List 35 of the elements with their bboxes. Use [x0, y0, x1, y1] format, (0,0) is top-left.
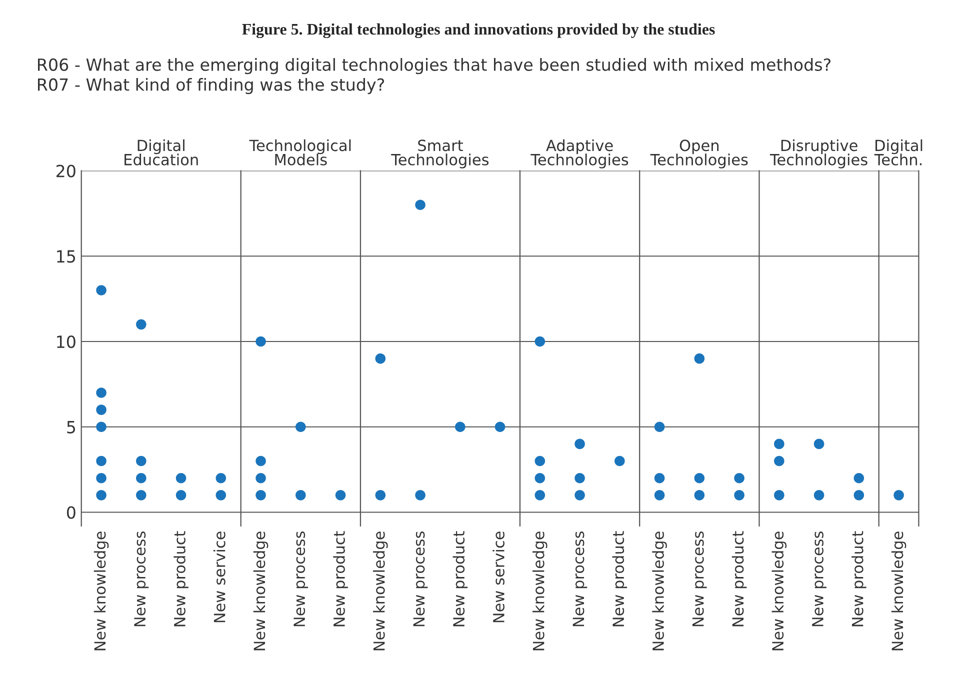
chart-title: Disruptive Technologies — [770, 139, 868, 168]
caption: Figure 5. Digital technologies and innovations provided by the studies — [242, 23, 715, 38]
x-tick-label: New product — [174, 531, 188, 626]
chart-title: Technological Models — [249, 139, 351, 166]
y-tick-label: 15 — [57, 250, 76, 263]
y-tick-label: 10 — [57, 335, 76, 348]
x-tick-label: New process — [572, 532, 588, 626]
y-tick-label: 0 — [66, 506, 76, 519]
x-tick-label: New process — [294, 532, 308, 626]
chart-title: Digital Education — [124, 139, 198, 166]
x-tick-label: New product — [732, 531, 747, 626]
chart-title: Smart Technologies — [391, 140, 489, 168]
x-tick-label: New product — [333, 531, 348, 626]
x-tick-label: New process — [134, 532, 149, 626]
chart-title: Adaptive Technologies — [530, 139, 628, 168]
chart-title: Open Technologies — [650, 140, 748, 168]
x-tick-label: New knowledge — [532, 532, 548, 650]
x-tick-label: New knowledge — [94, 532, 109, 650]
text: R06 - What are the emerging digital technologies that have been studied with mixed methods? R07 - What kind of finding was the study? — [38, 58, 830, 94]
x-tick-label: New knowledge — [772, 532, 787, 650]
x-tick-label: New knowledge — [652, 532, 667, 650]
x-tick-label: New service — [492, 532, 504, 622]
x-tick-label: New product — [452, 531, 468, 626]
x-tick-label: New service — [214, 532, 226, 622]
y-tick-label: 20 — [56, 164, 76, 178]
x-tick-label: New product — [852, 531, 866, 626]
y-tick-label: 5 — [67, 421, 76, 434]
x-tick-label: New knowledge — [891, 532, 906, 650]
x-tick-label: New knowledge — [373, 532, 388, 650]
x-tick-label: New process — [692, 532, 707, 626]
x-tick-label: New process — [413, 532, 428, 626]
x-tick-label: New product — [612, 531, 628, 626]
chart-title: Digital Techn. — [874, 139, 922, 166]
x-tick-label: New knowledge — [253, 532, 268, 650]
x-tick-label: New process — [812, 532, 826, 626]
